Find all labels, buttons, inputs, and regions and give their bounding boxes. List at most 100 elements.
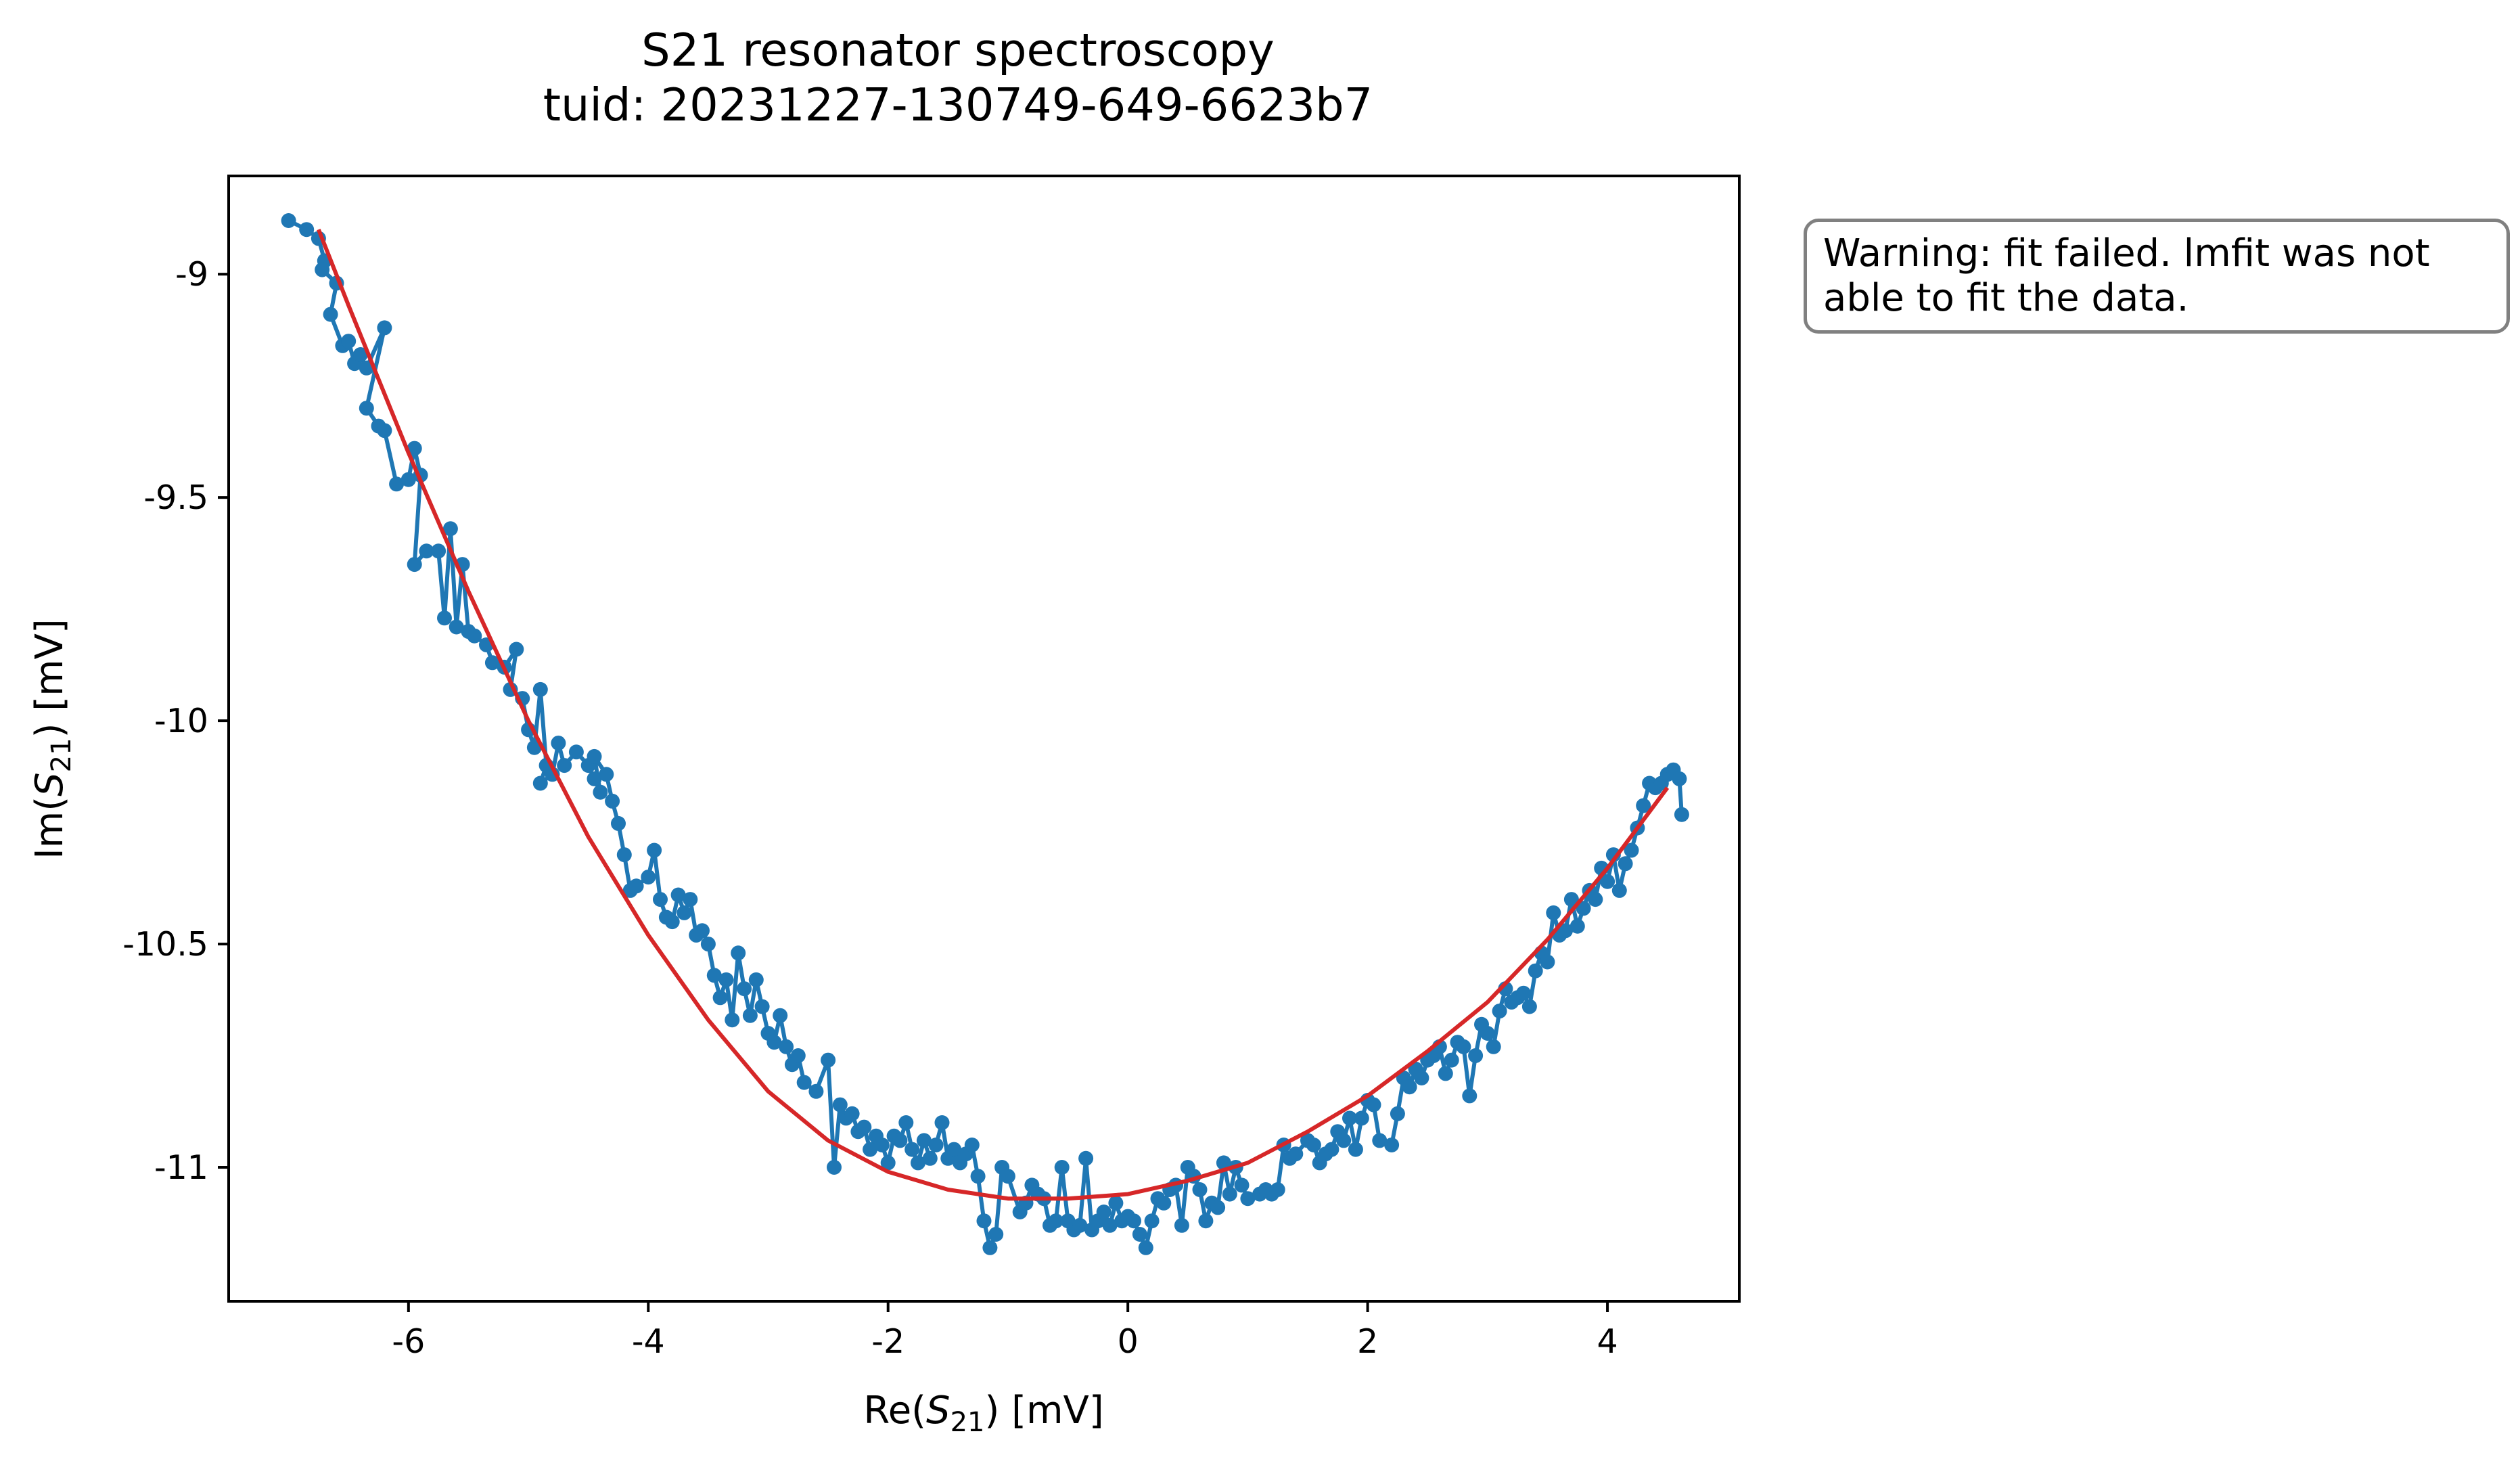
data-point — [1624, 842, 1639, 858]
data-point — [844, 1106, 860, 1121]
x-axis-label-suffix: ) [mV] — [984, 1389, 1103, 1433]
data-point — [1576, 901, 1591, 916]
data-point — [880, 1155, 896, 1171]
data-point — [946, 1142, 962, 1157]
y-tick-label: -10 — [154, 702, 208, 740]
data-point — [484, 655, 500, 671]
data-point — [1354, 1110, 1369, 1126]
data-point — [683, 892, 698, 907]
data-point — [467, 628, 482, 644]
y-tick-label: -10.5 — [122, 925, 208, 964]
data-point — [1240, 1191, 1256, 1207]
plot-frame — [227, 175, 1741, 1303]
data-point — [874, 1138, 890, 1152]
data-point — [551, 736, 566, 751]
data-point — [1636, 798, 1651, 813]
data-point — [1126, 1213, 1141, 1229]
x-tick-label: -4 — [632, 1322, 665, 1361]
data-point — [1216, 1155, 1231, 1171]
data-point — [359, 360, 374, 376]
data-point — [934, 1115, 950, 1130]
data-point — [1366, 1097, 1381, 1112]
measured-data-line — [288, 219, 1684, 1250]
data-point — [1108, 1195, 1124, 1211]
data-point — [766, 1035, 782, 1050]
y-axis-label: Im(S21) [mV] — [28, 619, 77, 859]
fit-warning-text: Warning: fit failed. lmfit was not able … — [1823, 231, 2430, 320]
y-axis-label-prefix: Im( — [28, 796, 72, 859]
data-point — [1324, 1142, 1339, 1157]
x-axis-label-prefix: Re( — [863, 1389, 926, 1433]
data-point — [670, 887, 686, 903]
measured-data-points — [281, 213, 1689, 1255]
data-point — [1414, 1071, 1429, 1085]
data-point — [718, 972, 734, 987]
data-point — [737, 981, 752, 997]
data-point — [1102, 1217, 1118, 1233]
data-point — [725, 1012, 740, 1028]
data-point — [1306, 1138, 1321, 1152]
data-point — [352, 347, 368, 362]
fit-curve-line — [317, 229, 1670, 1201]
x-axis-label: Re(S21) [mV] — [863, 1389, 1103, 1438]
data-point — [898, 1115, 914, 1130]
y-tick-label: -9.5 — [143, 478, 208, 517]
data-point — [700, 937, 716, 952]
data-point — [1674, 807, 1689, 822]
data-point — [677, 905, 692, 920]
data-point — [1384, 1138, 1400, 1152]
data-point — [442, 521, 458, 537]
data-point — [1270, 1182, 1285, 1197]
data-point — [377, 423, 392, 439]
data-point — [1618, 856, 1633, 872]
data-point — [281, 213, 296, 228]
x-tick-label: -6 — [392, 1322, 425, 1361]
data-point — [1521, 999, 1537, 1014]
data-point — [964, 1138, 980, 1152]
data-point — [605, 793, 620, 809]
data-point — [1144, 1213, 1160, 1229]
data-point — [1390, 1106, 1405, 1121]
data-point — [1192, 1182, 1208, 1197]
data-point — [1174, 1217, 1189, 1233]
data-point — [988, 1227, 1004, 1242]
data-point — [1132, 1227, 1147, 1242]
data-point — [1570, 918, 1585, 934]
data-point — [779, 1039, 794, 1054]
y-axis-label-suffix: ) [mV] — [28, 619, 72, 738]
y-axis-label-variable: S — [28, 772, 72, 796]
data-point — [976, 1213, 992, 1229]
data-point — [377, 320, 392, 336]
data-point — [1288, 1146, 1304, 1162]
y-tick-label: -11 — [154, 1148, 208, 1187]
data-point — [863, 1142, 878, 1157]
data-point — [323, 307, 338, 322]
data-point — [827, 1160, 842, 1175]
data-point — [1234, 1177, 1250, 1193]
data-point — [1438, 1066, 1453, 1081]
data-point — [587, 771, 602, 786]
data-point — [532, 776, 548, 791]
data-point — [731, 945, 746, 961]
data-point — [299, 222, 315, 238]
data-point — [628, 878, 644, 894]
x-axis-label-variable: S — [926, 1389, 950, 1433]
data-point — [315, 262, 330, 277]
data-point — [1492, 1004, 1507, 1019]
x-tick-label: 0 — [1118, 1322, 1139, 1361]
data-point — [1096, 1205, 1112, 1219]
data-point — [1672, 771, 1687, 786]
chart-subtitle: tuid: 20231227-130749-649-6623b7 — [543, 78, 1373, 131]
data-point — [970, 1169, 986, 1184]
data-point — [922, 1150, 938, 1166]
data-point — [407, 557, 422, 572]
data-point — [1336, 1133, 1352, 1148]
data-point — [928, 1138, 944, 1152]
data-point — [1462, 1088, 1477, 1104]
data-point — [706, 968, 722, 983]
data-point — [1540, 954, 1555, 970]
data-point — [1528, 963, 1543, 979]
data-point — [1546, 905, 1561, 920]
data-point — [796, 1075, 812, 1090]
data-point — [419, 543, 434, 559]
